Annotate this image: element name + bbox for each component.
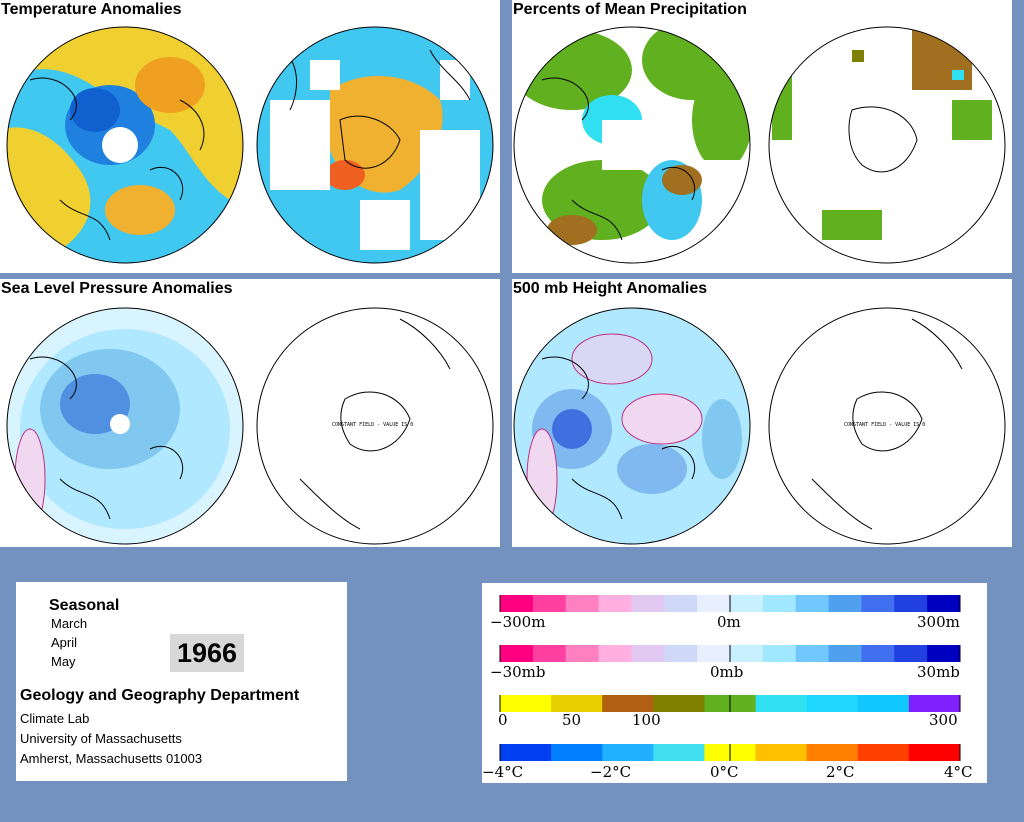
temp-label-m2: −2°C: [590, 763, 632, 781]
temp-colorbar: [499, 744, 961, 761]
precip-swatch: [653, 695, 705, 712]
temp-swatch: [602, 744, 654, 761]
precip-label-0: 0: [498, 711, 508, 729]
temp-swatch: [857, 744, 910, 761]
address: Amherst, Massachusetts 01003: [20, 751, 203, 766]
pressure-swatch: [631, 645, 665, 662]
precip-swatch: [755, 695, 808, 712]
month-3: May: [51, 654, 76, 669]
slp-panel: Sea Level Pressure Anomalies CONSTANT FI…: [0, 279, 500, 547]
precipitation-north-map: [514, 27, 750, 263]
precip-swatch: [908, 695, 961, 712]
temperature-panel: Temperature Anomalies: [0, 0, 500, 273]
info-box: Seasonal March April May 1966 Geology an…: [16, 582, 347, 781]
pressure-swatch: [664, 645, 698, 662]
month-2: April: [51, 635, 78, 650]
height500-north-map: [514, 308, 750, 544]
precip-swatch: [806, 695, 859, 712]
height500-title: 500 mb Height Anomalies: [512, 279, 711, 300]
height-swatch: [532, 595, 567, 612]
height500-south-map: [768, 307, 1006, 545]
precipitation-panel: Percents of Mean Precipitation: [512, 0, 1012, 273]
temp-swatch: [500, 744, 552, 761]
temperature-maps: [6, 26, 494, 264]
pressure-swatch: [795, 645, 830, 662]
height-swatch: [894, 595, 928, 612]
height-swatch: [861, 595, 895, 612]
temperature-south-map: [257, 27, 493, 263]
height500-maps: CONSTANT FIELD - VALUE IS 0: [513, 307, 1006, 545]
temp-label-2: 2°C: [826, 763, 855, 781]
temperature-north-map: [7, 27, 243, 263]
height-label-min: −300m: [490, 613, 546, 631]
period-type: Seasonal: [49, 597, 120, 614]
pressure-swatch: [565, 645, 600, 662]
precip-swatch: [551, 695, 603, 712]
temp-swatch: [806, 744, 859, 761]
pressure-label-min: −30mb: [490, 663, 546, 681]
pressure-swatch: [861, 645, 895, 662]
month-1: March: [51, 616, 88, 631]
height-swatch: [828, 595, 862, 612]
legend-box: −300m 0m 300m −30mb 0mb 30mb 0 50 100 30…: [482, 583, 987, 783]
pressure-swatch: [828, 645, 862, 662]
pressure-label-mid: 0mb: [710, 663, 744, 681]
temp-swatch: [908, 744, 961, 761]
height-swatch: [795, 595, 830, 612]
precipitation-maps: [513, 26, 1006, 264]
height500-panel: 500 mb Height Anomalies CONSTANT FIELD -…: [512, 279, 1012, 547]
height-swatch: [565, 595, 600, 612]
temp-swatch: [653, 744, 705, 761]
temperature-title: Temperature Anomalies: [0, 0, 185, 21]
height-swatch: [730, 595, 764, 612]
lab-name: Climate Lab: [20, 711, 90, 726]
height-swatch: [631, 595, 665, 612]
temp-label-0: 0°C: [710, 763, 739, 781]
slp-constant-label: CONSTANT FIELD - VALUE IS 0: [332, 422, 413, 428]
height-colorbar: [499, 595, 961, 612]
height-swatch: [598, 595, 632, 612]
slp-north-map: [7, 308, 243, 544]
precip-swatch: [602, 695, 654, 712]
pressure-colorbar: [499, 645, 961, 662]
precipitation-title: Percents of Mean Precipitation: [512, 0, 750, 21]
temp-label-4: 4°C: [944, 763, 973, 781]
department-name: Geology and Geography Department: [20, 687, 300, 704]
pressure-swatch: [894, 645, 928, 662]
height500-constant-label: CONSTANT FIELD - VALUE IS 0: [844, 422, 925, 428]
height-swatch: [762, 595, 797, 612]
slp-maps: CONSTANT FIELD - VALUE IS 0: [6, 307, 494, 545]
height-label-mid: 0m: [717, 613, 741, 631]
precipitation-south-map: [769, 27, 1005, 263]
height-swatch: [697, 595, 731, 612]
year-badge: 1966: [170, 634, 244, 672]
pressure-label-max: 30mb: [917, 663, 960, 681]
precip-label-100: 100: [632, 711, 661, 729]
precip-swatch: [857, 695, 910, 712]
pressure-swatch: [598, 645, 632, 662]
pressure-swatch: [697, 645, 731, 662]
pressure-swatch: [500, 645, 534, 662]
legend-bars: [499, 595, 961, 761]
pressure-swatch: [532, 645, 567, 662]
height-swatch: [664, 595, 698, 612]
precip-label-50: 50: [562, 711, 582, 729]
slp-title: Sea Level Pressure Anomalies: [0, 279, 236, 300]
precip-label-300: 300: [929, 711, 958, 729]
pressure-swatch: [927, 645, 961, 662]
temp-swatch: [755, 744, 808, 761]
height-label-max: 300m: [917, 613, 960, 631]
precip-colorbar: [499, 695, 961, 712]
slp-south-map: [256, 307, 494, 545]
pressure-swatch: [762, 645, 797, 662]
temp-swatch: [551, 744, 603, 761]
pressure-swatch: [730, 645, 764, 662]
height-swatch: [500, 595, 534, 612]
height-swatch: [927, 595, 961, 612]
university-name: University of Massachusetts: [20, 731, 182, 746]
precip-swatch: [500, 695, 552, 712]
temp-label-m4: −4°C: [482, 763, 524, 781]
